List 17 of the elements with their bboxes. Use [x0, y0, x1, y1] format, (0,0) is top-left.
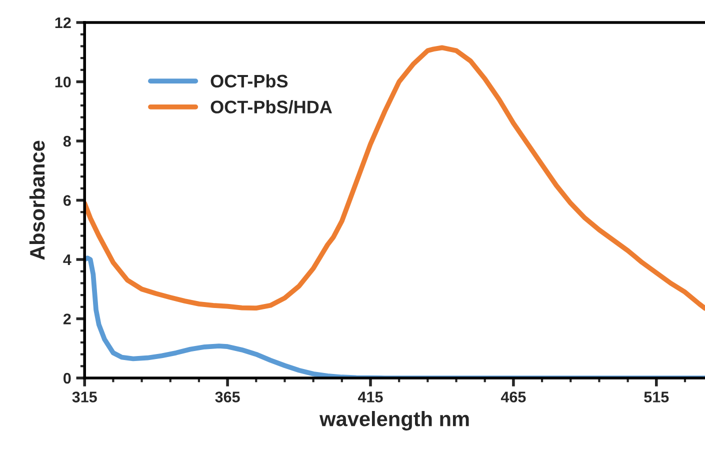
y-tick-label: 0	[64, 372, 71, 384]
y-tick-label: 6	[63, 195, 71, 206]
x-tick-label: 315	[72, 392, 97, 402]
y-axis-title: Absorbance	[29, 140, 45, 260]
x-tick-label: 465	[500, 392, 526, 402]
y-tick-label: 12	[55, 17, 71, 28]
y-tick-label: 4	[63, 254, 72, 266]
y-tick-label: 10	[55, 76, 71, 88]
legend-label: OCT-PbS	[210, 74, 288, 88]
line-series	[84, 45, 705, 311]
x-tick-label: 365	[215, 392, 240, 402]
x-tick-label: 415	[358, 392, 383, 402]
y-tick-label: 8	[63, 136, 71, 147]
x-tick-label: 515	[644, 392, 669, 402]
legend-label: OCT-PbS/HDA	[210, 100, 332, 114]
y-tick-label: 2	[63, 314, 71, 324]
x-axis-title: wavelength nm	[319, 410, 469, 431]
